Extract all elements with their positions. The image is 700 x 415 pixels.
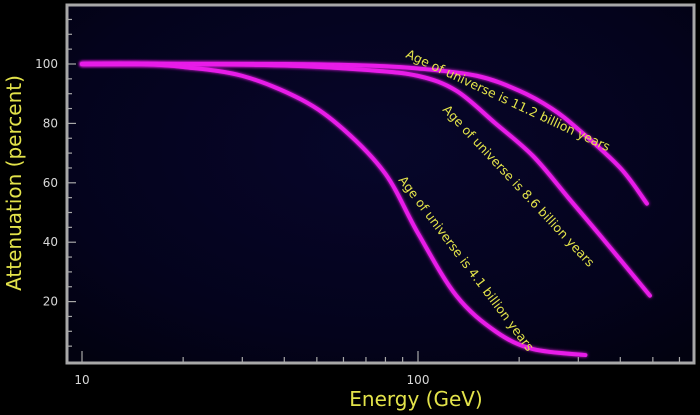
x-axis-ticks: 10 100 xyxy=(74,351,681,387)
plot-frame xyxy=(65,3,696,365)
curves xyxy=(80,61,652,358)
y-tick-label: 60 xyxy=(43,176,58,190)
x-axis-title: Energy (GeV) xyxy=(349,387,482,411)
y-tick-label: 100 xyxy=(35,57,58,71)
y-tick-label: 40 xyxy=(43,235,58,249)
y-axis-ticks: 20 40 60 80 100 xyxy=(35,18,76,347)
curve-4-1-billion xyxy=(80,61,588,358)
plot-background xyxy=(67,5,694,363)
y-tick-label: 80 xyxy=(43,116,58,130)
y-tick-label: 20 xyxy=(43,295,58,309)
curve-8-6-billion xyxy=(80,61,652,298)
y-axis-title: Attenuation (percent) xyxy=(2,75,26,291)
x-tick-label: 10 xyxy=(74,373,89,387)
x-tick-label: 100 xyxy=(407,373,430,387)
